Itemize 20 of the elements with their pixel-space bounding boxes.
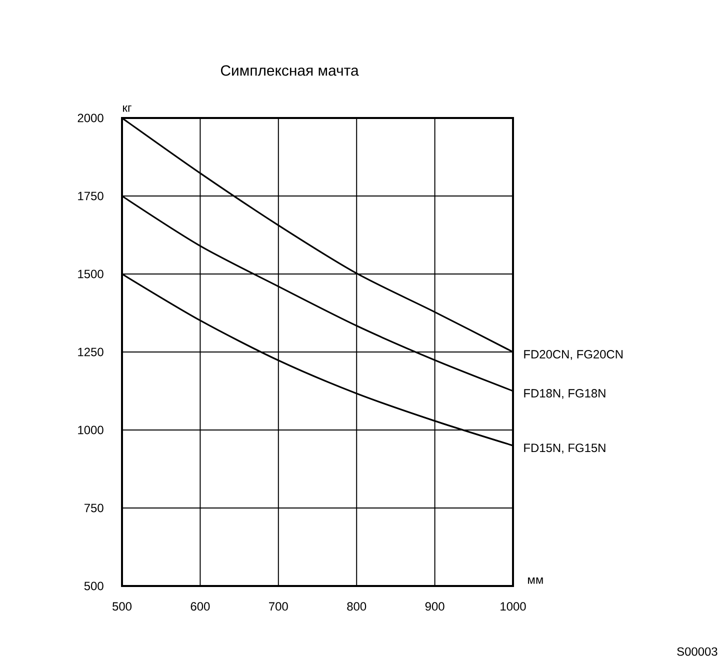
y-tick-label: 750 (84, 504, 104, 512)
y-tick-label: 1250 (78, 348, 104, 356)
text: S00003 (677, 647, 718, 656)
series-label: FD15N, FG15N (524, 444, 606, 454)
y-tick-label: 1750 (78, 192, 104, 200)
y-axis-title: кг (123, 105, 132, 112)
x-axis-title: мм (528, 577, 543, 584)
x-tick-label: 500 (112, 602, 132, 611)
x-tick-label: 600 (190, 602, 210, 611)
series-label: FD20CN, FG20CN (524, 350, 623, 360)
y-tick-label: 1500 (78, 270, 104, 278)
x-tick-label: 700 (269, 602, 288, 611)
x-tick-label: 900 (425, 602, 444, 611)
series-label: FD18N, FG18N (524, 389, 606, 399)
x-tick-label: 1000 (500, 602, 526, 611)
x-tick-label: 800 (347, 602, 366, 611)
y-tick-label: 2000 (78, 114, 104, 122)
y-tick-label: 1000 (78, 426, 104, 434)
chart-title: Симплексная мачта (220, 65, 359, 76)
y-tick-label: 500 (84, 582, 104, 590)
